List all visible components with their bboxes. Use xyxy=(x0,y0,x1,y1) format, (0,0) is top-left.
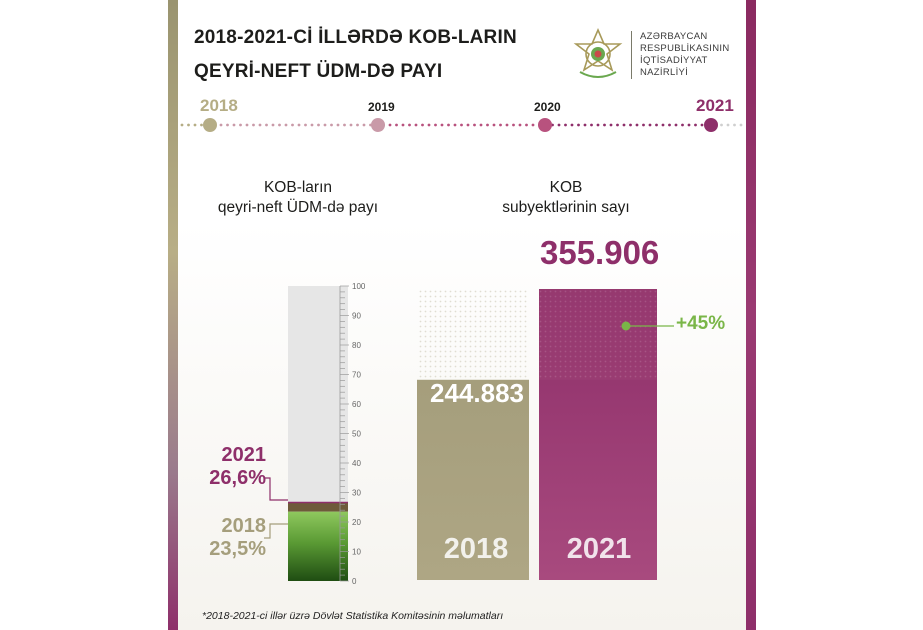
ministry-line-2: RESPUBLİKASININ xyxy=(640,43,730,54)
bar-year-2021: 2021 xyxy=(566,533,632,565)
timeline xyxy=(180,118,743,132)
label-2018-year: 2018 xyxy=(221,515,267,537)
left-panel-title-line2: qeyri-neft ÜDM-də payı xyxy=(217,199,379,216)
timeline-nodes xyxy=(203,118,718,132)
bar-year-2018: 2018 xyxy=(443,533,509,565)
share-tick-label: 10 xyxy=(352,548,361,557)
count-bar-2021-growth xyxy=(539,289,657,380)
share-tick-label: 50 xyxy=(352,430,361,439)
label-connectors xyxy=(264,477,288,539)
frame-left-border xyxy=(168,0,178,630)
frame-right-border xyxy=(746,0,756,630)
share-tick-label: 70 xyxy=(352,371,361,380)
value-2018-label: 244.883 xyxy=(430,378,524,408)
ministry-line-3: İQTİSADİYYAT xyxy=(640,55,708,66)
value-2021-label: 355.906 xyxy=(540,234,660,271)
timeline-year-2018: 2018 xyxy=(200,96,238,115)
timeline-node-2021 xyxy=(704,118,718,132)
share-tick-label: 20 xyxy=(352,518,361,527)
count-bar-2018 xyxy=(417,379,529,580)
share-bar-2021-increment xyxy=(288,502,348,512)
timeline-year-2020: 2020 xyxy=(534,100,561,114)
right-panel-title-line1: KOB xyxy=(549,179,583,196)
ministry-line-4: NAZİRLİYİ xyxy=(640,67,689,78)
growth-marker xyxy=(621,321,674,331)
title-line-2: QEYRİ-NEFT ÜDM-DƏ PAYI xyxy=(194,61,443,82)
share-tick-label: 80 xyxy=(352,341,361,350)
growth-label: +45% xyxy=(676,313,726,334)
ministry-line-1: AZƏRBAYCAN xyxy=(640,31,708,42)
timeline-node-2019 xyxy=(371,118,385,132)
left-panel-title-line1: KOB-ların xyxy=(263,179,333,196)
share-tick-label: 40 xyxy=(352,459,361,468)
share-tick-label: 90 xyxy=(352,312,361,321)
title-line-1: 2018-2021-Cİ İLLƏRDƏ KOB-LARIN xyxy=(194,27,517,48)
timeline-year-2019: 2019 xyxy=(368,100,395,114)
label-2021-year: 2021 xyxy=(221,444,267,466)
count-chart xyxy=(417,289,657,580)
header-separator xyxy=(631,31,632,79)
count-bar-2018-ghost xyxy=(417,289,529,380)
share-tick-label: 30 xyxy=(352,489,361,498)
label-2018-value: 23,5% xyxy=(209,538,266,560)
footnote: *2018-2021-ci illər üzrə Dövlət Statisti… xyxy=(202,610,504,622)
share-bar-2018 xyxy=(288,511,348,581)
left-panel-title: KOB-ların qeyri-neft ÜDM-də payı xyxy=(198,178,398,218)
right-panel-title-line2: subyektlərinin sayı xyxy=(502,199,630,216)
right-panel-title: KOB subyektlərinin sayı xyxy=(426,178,706,218)
share-tick-label: 60 xyxy=(352,400,361,409)
share-tick-label: 0 xyxy=(352,577,357,586)
infographic-card: 2018-2021-Cİ İLLƏRDƏ KOB-LARIN QEYRİ-NEF… xyxy=(168,0,756,630)
emblem-icon xyxy=(573,27,623,78)
share-tick-label: 100 xyxy=(352,282,366,291)
timeline-node-2020 xyxy=(538,118,552,132)
share-chart: 0 10 20 30 40 50 60 70 80 90 100 xyxy=(288,282,366,586)
timeline-year-2021: 2021 xyxy=(696,96,734,115)
label-2021-value: 26,6% xyxy=(209,467,266,489)
timeline-node-2018 xyxy=(203,118,217,132)
